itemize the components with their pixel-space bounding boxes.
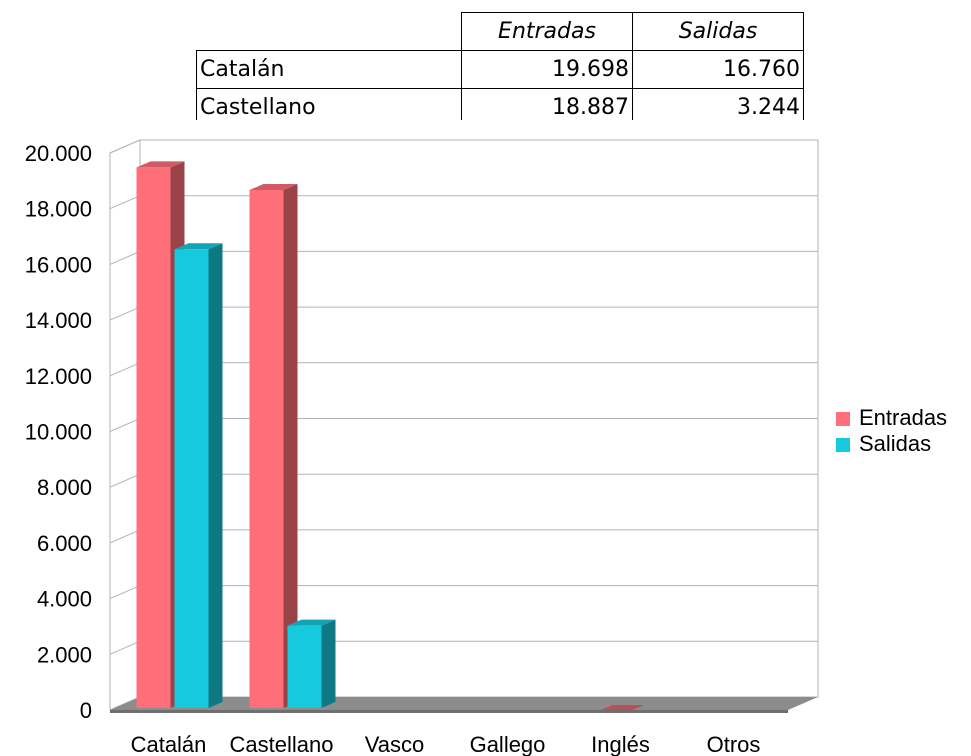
bar-front-face xyxy=(136,167,171,708)
table-cell-entradas[interactable]: 18.887 xyxy=(461,88,633,120)
y-tick-label: 6.000 xyxy=(37,531,92,556)
gridline-side xyxy=(109,362,141,377)
y-tick-label: 14.000 xyxy=(25,308,92,333)
bar-side-face xyxy=(321,619,336,708)
spreadsheet-table: Entradas Salidas Catalán 19.698 16.760 C… xyxy=(0,0,971,120)
y-tick-label: 18.000 xyxy=(25,197,92,222)
x-tick-label: Inglés xyxy=(591,732,650,756)
bar-front-face xyxy=(174,249,209,708)
y-tick-label: 4.000 xyxy=(37,587,92,612)
x-tick-label: Otros xyxy=(707,732,761,756)
table-header-row: Entradas Salidas xyxy=(197,12,804,51)
bar xyxy=(174,243,223,708)
table-row-label[interactable]: Catalán xyxy=(196,50,462,89)
x-tick-label: Castellano xyxy=(230,732,334,756)
legend-label: Entradas xyxy=(859,405,947,430)
gridline-side xyxy=(109,529,141,544)
gridline-side xyxy=(109,250,141,265)
x-tick-label: Gallego xyxy=(470,732,546,756)
bar-top-face xyxy=(249,183,298,190)
table-row: Castellano 18.887 3.244 xyxy=(196,88,804,120)
bar-top-face xyxy=(287,619,336,626)
chart-floor-edge xyxy=(110,710,788,713)
table-cell-salidas[interactable]: 3.244 xyxy=(632,88,804,120)
gridline-side xyxy=(109,195,141,210)
bar xyxy=(249,183,298,708)
data-table: Entradas Salidas Catalán 19.698 16.760 C… xyxy=(196,12,804,120)
bar-top-face xyxy=(174,243,223,250)
gridline-side xyxy=(109,306,141,321)
bar-top-face xyxy=(136,161,185,168)
gridline-side xyxy=(109,585,141,600)
y-tick-label: 0 xyxy=(80,698,92,723)
legend-swatch xyxy=(836,438,850,452)
y-tick-label: 2.000 xyxy=(37,642,92,667)
y-tick-label: 16.000 xyxy=(25,252,92,277)
gridline-side xyxy=(109,640,141,655)
y-tick-label: 20.000 xyxy=(25,141,92,166)
bar-side-face xyxy=(283,183,298,708)
table-header-salidas[interactable]: Salidas xyxy=(632,12,804,51)
table-row-label[interactable]: Castellano xyxy=(196,88,462,120)
x-tick-label: Catalán xyxy=(131,732,207,756)
bar-side-face xyxy=(208,243,223,708)
table-header-entradas[interactable]: Entradas xyxy=(461,12,633,51)
bar-zero-marker xyxy=(600,705,645,710)
y-tick-label: 10.000 xyxy=(25,420,92,445)
bar-front-face xyxy=(287,625,322,708)
y-tick-label: 8.000 xyxy=(37,475,92,500)
legend-label: Salidas xyxy=(859,431,931,456)
gridline-side xyxy=(109,473,141,488)
x-tick-label: Vasco xyxy=(365,732,425,756)
bar-front-face xyxy=(249,189,284,708)
y-tick-label: 12.000 xyxy=(25,364,92,389)
legend-swatch xyxy=(836,412,850,426)
gridline-side xyxy=(109,418,141,432)
bar xyxy=(287,619,336,708)
gridline-side xyxy=(109,139,141,154)
